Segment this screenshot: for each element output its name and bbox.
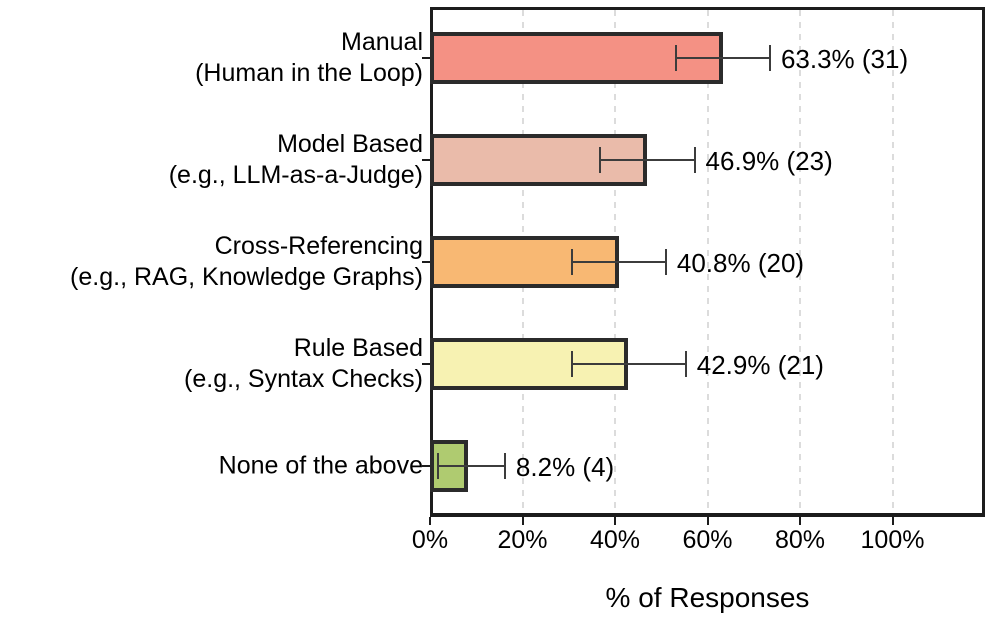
gridline-80% xyxy=(799,10,801,513)
value-label-manual: 63.3% (31) xyxy=(780,44,909,74)
error-bar-cross-referencing xyxy=(571,261,666,263)
x-tick-label-100%: 100% xyxy=(860,526,925,554)
y-tick-cross-referencing xyxy=(422,261,430,263)
x-tick-0% xyxy=(429,517,431,525)
value-label-none-of-the-above: 8.2% (4) xyxy=(515,452,615,482)
error-cap-high-rule-based xyxy=(684,351,687,377)
value-label-cross-referencing: 40.8% (20) xyxy=(676,248,805,278)
x-tick-80% xyxy=(799,517,801,525)
x-tick-label-20%: 20% xyxy=(497,526,548,554)
error-cap-low-rule-based xyxy=(570,351,573,377)
x-tick-60% xyxy=(706,517,709,525)
error-bar-none-of-the-above xyxy=(438,465,505,467)
error-cap-high-model-based xyxy=(693,147,696,173)
x-tick-100% xyxy=(891,517,894,525)
x-tick-label-60%: 60% xyxy=(682,526,733,554)
y-tick-model-based xyxy=(422,159,430,161)
category-label-line: Cross-Referencing xyxy=(214,232,423,260)
category-label-model-based: Model Based (e.g., LLM-as-a-Judge) xyxy=(0,129,423,191)
category-label-none-of-the-above: None of the above xyxy=(0,451,423,482)
error-cap-low-cross-referencing xyxy=(570,249,573,275)
x-axis-title: % of Responses xyxy=(605,582,810,613)
bar-manual xyxy=(430,32,723,84)
category-label-line: (e.g., LLM-as-a-Judge) xyxy=(168,161,423,189)
y-tick-none-of-the-above xyxy=(422,465,430,467)
category-label-line: Rule Based xyxy=(293,334,423,362)
x-tick-label-0%: 0% xyxy=(411,526,449,554)
y-tick-rule-based xyxy=(422,363,430,365)
error-cap-high-none-of-the-above xyxy=(503,453,506,479)
category-label-manual: Manual (Human in the Loop) xyxy=(0,27,423,89)
category-label-line: Manual xyxy=(341,28,423,56)
category-label-line: (e.g., RAG, Knowledge Graphs) xyxy=(70,263,423,291)
x-tick-label-40%: 40% xyxy=(589,526,641,554)
category-label-line: (Human in the Loop) xyxy=(195,59,423,87)
category-label-cross-referencing: Cross-Referencing (e.g., RAG, Knowledge G… xyxy=(0,231,423,293)
error-cap-low-model-based xyxy=(598,147,601,173)
error-bar-model-based xyxy=(599,159,695,161)
x-tick-20% xyxy=(521,517,524,525)
error-bar-rule-based xyxy=(571,363,686,365)
error-cap-high-manual xyxy=(768,45,771,71)
gridline-60% xyxy=(706,10,709,513)
x-tick-40% xyxy=(614,517,616,525)
value-label-rule-based: 42.9% (21) xyxy=(696,350,824,380)
y-tick-manual xyxy=(422,57,430,59)
value-label-model-based: 46.9% (23) xyxy=(705,146,833,176)
category-label-line: (e.g., Syntax Checks) xyxy=(184,365,423,393)
error-cap-high-cross-referencing xyxy=(664,249,667,275)
category-label-line: None of the above xyxy=(218,451,423,480)
error-cap-low-manual xyxy=(675,45,678,71)
error-bar-manual xyxy=(676,57,770,59)
error-cap-low-none-of-the-above xyxy=(437,453,440,479)
x-tick-label-80%: 80% xyxy=(774,526,826,554)
category-label-rule-based: Rule Based (e.g., Syntax Checks) xyxy=(0,333,423,395)
gridline-100% xyxy=(891,10,894,513)
category-label-line: Model Based xyxy=(277,130,423,158)
